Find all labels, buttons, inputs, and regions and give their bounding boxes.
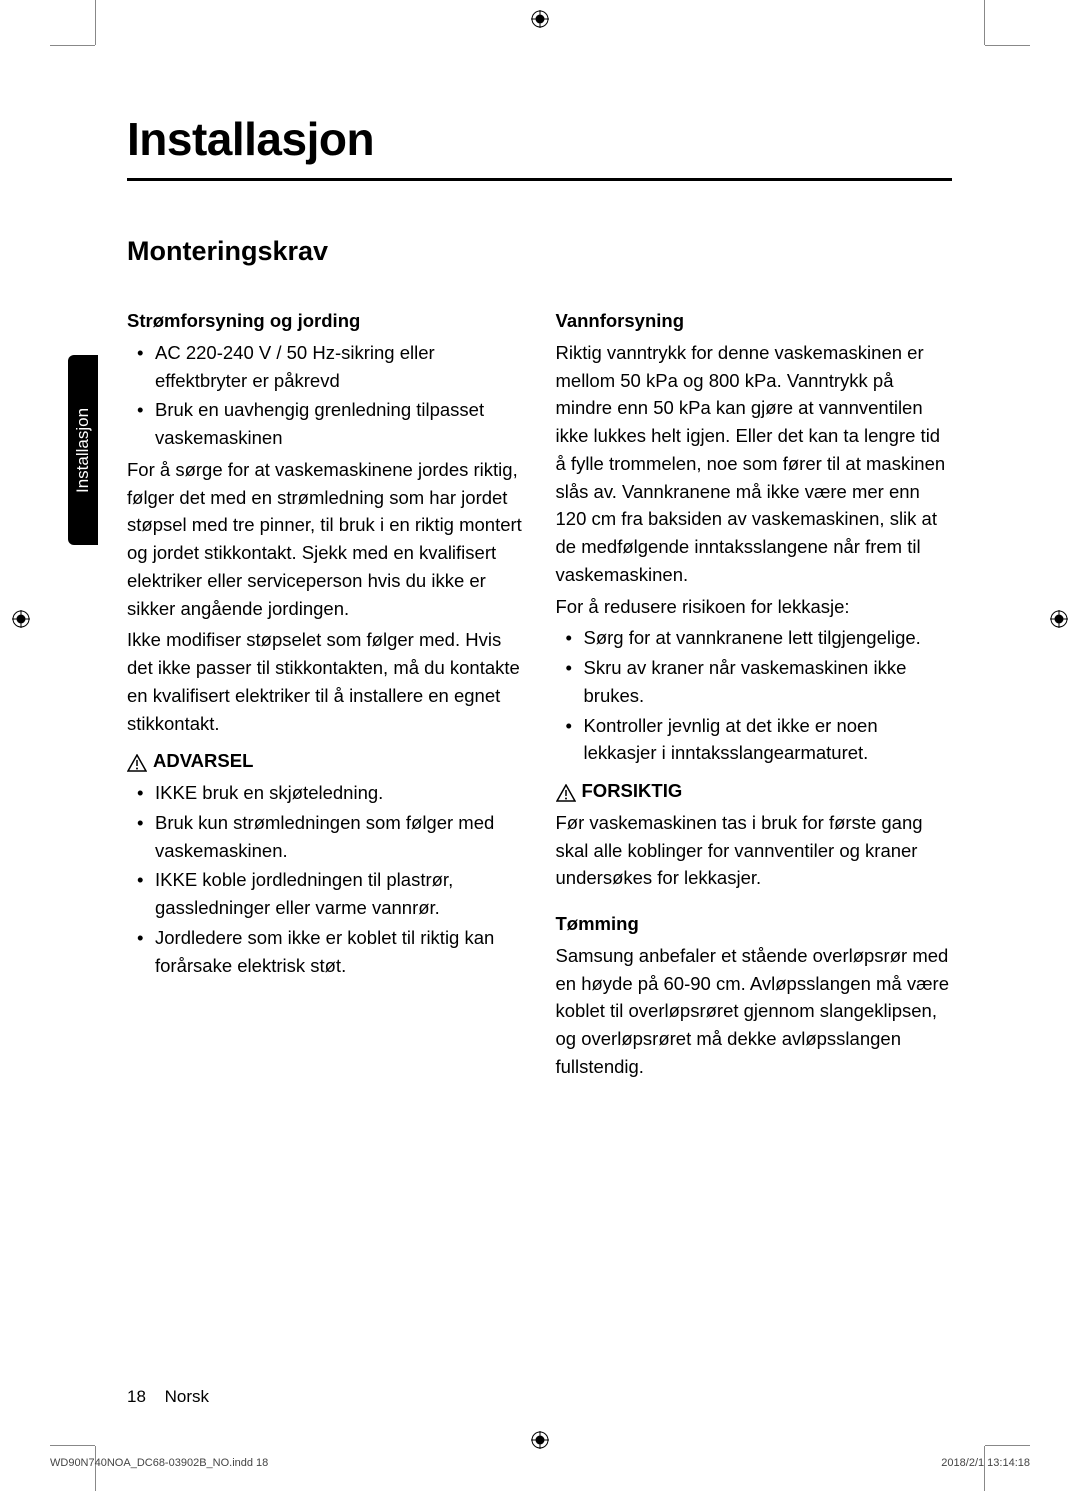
registration-mark-icon (1050, 610, 1068, 633)
list-item: AC 220-240 V / 50 Hz-sikring eller effek… (127, 339, 524, 395)
language-label: Norsk (165, 1387, 209, 1406)
title-rule (127, 178, 952, 181)
list-item: Kontroller jevnlig at det ikke er noen l… (556, 712, 953, 768)
caution-label: FORSIKTIG (582, 777, 683, 805)
crop-mark (50, 1445, 95, 1446)
body-text: For å redusere risikoen for lekkasje: (556, 593, 953, 621)
caution-heading: FORSIKTIG (556, 777, 953, 805)
side-tab: Installasjon (68, 355, 98, 545)
body-text: Samsung anbefaler et stående overløpsrør… (556, 942, 953, 1081)
subheading-power: Strømforsyning og jording (127, 307, 524, 335)
list-item: IKKE bruk en skjøteledning. (127, 779, 524, 807)
right-column: Vannforsyning Riktig vanntrykk for denne… (556, 307, 953, 1085)
list-item: Bruk en uavhengig grenledning tilpasset … (127, 396, 524, 452)
warning-icon (127, 752, 147, 770)
crop-mark (985, 45, 1030, 46)
list-item: IKKE koble jordledningen til plastrør, g… (127, 866, 524, 922)
registration-mark-icon (12, 610, 30, 633)
page-content: Installasjon Monteringskrav Strømforsyni… (127, 112, 952, 1085)
section-title: Monteringskrav (127, 236, 952, 267)
page-number: 18 (127, 1387, 146, 1407)
registration-mark-icon (531, 1431, 549, 1454)
subheading-drain: Tømming (556, 910, 953, 938)
crop-mark (50, 45, 95, 46)
warning-label: ADVARSEL (153, 747, 253, 775)
power-bullets: AC 220-240 V / 50 Hz-sikring eller effek… (127, 339, 524, 452)
page-title: Installasjon (127, 112, 952, 166)
list-item: Bruk kun strømledningen som følger med v… (127, 809, 524, 865)
crop-mark (985, 1445, 1030, 1446)
caution-icon (556, 782, 576, 800)
list-item: Jordledere som ikke er koblet til riktig… (127, 924, 524, 980)
water-bullets: Sørg for at vannkranene lett tilgjengeli… (556, 624, 953, 767)
list-item: Skru av kraner når vaskemaskinen ikke br… (556, 654, 953, 710)
page-footer: 18 Norsk (127, 1387, 209, 1407)
print-timestamp: 2018/2/1 13:14:18 (941, 1457, 1030, 1469)
body-text: Riktig vanntrykk for denne vaskemaskinen… (556, 339, 953, 589)
list-item: Sørg for at vannkranene lett tilgjengeli… (556, 624, 953, 652)
registration-mark-icon (531, 10, 549, 33)
columns: Strømforsyning og jording AC 220-240 V /… (127, 307, 952, 1085)
body-text: Ikke modifiser støpselet som følger med.… (127, 626, 524, 737)
crop-mark (984, 0, 985, 45)
left-column: Strømforsyning og jording AC 220-240 V /… (127, 307, 524, 1085)
body-text: Før vaskemaskinen tas i bruk for første … (556, 809, 953, 892)
crop-mark (95, 0, 96, 45)
warning-heading: ADVARSEL (127, 747, 524, 775)
warning-bullets: IKKE bruk en skjøteledning. Bruk kun str… (127, 779, 524, 979)
subheading-water: Vannforsyning (556, 307, 953, 335)
print-filename: WD90N740NOA_DC68-03902B_NO.indd 18 (50, 1457, 268, 1469)
body-text: For å sørge for at vaskemaskinene jordes… (127, 456, 524, 623)
